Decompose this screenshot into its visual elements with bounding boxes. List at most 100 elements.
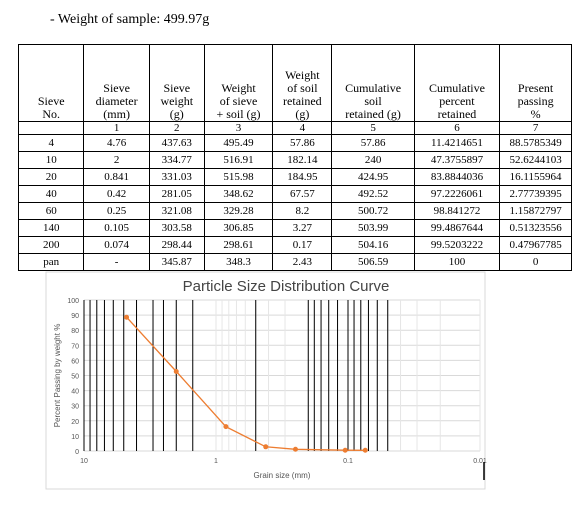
column-header-line: soil	[364, 94, 382, 108]
x-axis-title: Grain size (mm)	[254, 471, 311, 480]
y-tick-label: 60	[71, 358, 79, 365]
table-cell: 0.47967785	[499, 236, 572, 254]
table-cell: 506.59	[331, 253, 415, 271]
column-header-line: (mm)	[103, 107, 130, 121]
table-cell: 0.17	[272, 236, 333, 254]
table-cell: 47.3755897	[413, 151, 501, 169]
column-header-line: passing	[517, 94, 554, 108]
y-tick-label: 50	[71, 374, 79, 381]
x-tick-label: 10	[80, 458, 88, 465]
data-point	[223, 424, 229, 430]
table-cell: 1.15872797	[499, 202, 572, 220]
column-header-line: weight	[160, 94, 194, 108]
column-header-line: of soil	[287, 81, 318, 95]
y-tick-label: 10	[71, 434, 79, 441]
y-tick-label: 30	[71, 404, 79, 411]
table-header-row: Sieve No. Sieve diameter (mm) Sieve weight (g) W…	[17, 44, 572, 122]
column-header-line: (g)	[169, 107, 184, 121]
column-header-5: Cumulative soil retained (g)	[331, 44, 415, 122]
y-tick-label: 0	[75, 449, 79, 456]
table-cell: 329.28	[203, 202, 274, 220]
table-row: 60 0.25 321.08 329.28 8.2 500.72 98.841272 1.15…	[17, 202, 572, 220]
table-cell: 11.4214651	[413, 134, 501, 152]
column-header-line: (g)	[295, 107, 310, 121]
column-header-line: No.	[42, 107, 61, 121]
table-cell: 492.52	[331, 185, 415, 203]
column-header-line: Cumulative	[428, 81, 485, 95]
table-cell: 298.44	[148, 236, 205, 254]
table-cell: 0	[499, 253, 572, 271]
table-cell: 0.105	[83, 219, 150, 237]
column-header-line: Sieve	[163, 81, 191, 95]
y-tick-label: 20	[71, 419, 79, 426]
chart-frame	[45, 271, 486, 490]
data-point	[342, 447, 348, 453]
table-cell: 0.25	[83, 202, 150, 220]
column-header-line: Sieve	[103, 81, 130, 95]
table-cell: 321.08	[148, 202, 205, 220]
column-header-line: %	[530, 107, 541, 121]
table-cell: 437.63	[148, 134, 205, 152]
table-cell: 348.3	[203, 253, 274, 271]
column-header-line: + soil (g)	[216, 107, 261, 121]
table-cell: 99.4867644	[413, 219, 501, 237]
table-body: 4 4.76 437.63 495.49 57.86 57.86 11.4214651 88.…	[17, 134, 572, 271]
column-header-7: Present passing%	[499, 44, 572, 122]
table-cell: -	[83, 253, 150, 271]
table-cell: 88.5785349	[499, 134, 572, 152]
table-row: 40 0.42 281.05 348.62 67.57 492.52 97.2226061 2…	[17, 185, 572, 203]
x-tick-label: 1	[214, 458, 218, 465]
table-cell: 10	[17, 151, 85, 169]
series-line	[126, 316, 366, 451]
table-cell: 100	[413, 253, 501, 271]
column-header-line: retained	[283, 94, 322, 108]
table-cell: pan	[17, 253, 85, 271]
column-header-line: Cumulative	[345, 81, 402, 95]
column-header-line: Weight	[285, 68, 320, 82]
y-tick-label: 80	[71, 328, 79, 335]
data-point	[173, 369, 179, 375]
y-tick-label: 70	[71, 343, 79, 350]
column-header-6: Cumulative percent retained	[413, 44, 501, 122]
table-row: 200 0.074 298.44 298.61 0.17 504.16 99.5203222…	[17, 236, 572, 254]
column-header-line: percent	[439, 94, 475, 108]
data-point	[292, 446, 298, 452]
table-row: 10 2 334.77 516.91 182.14 240 47.3755897 52.624…	[17, 151, 572, 169]
table-cell: 345.87	[148, 253, 205, 271]
table-cell: 495.49	[203, 134, 274, 152]
data-point	[263, 444, 269, 450]
data-point	[124, 314, 130, 320]
table-row: pan -345.87 348.3 2.43 506.59 100 0	[17, 253, 572, 271]
y-tick-label: 100	[67, 298, 79, 305]
column-header-2: Sieve weight (g)	[148, 44, 205, 122]
table-cell: 98.841272	[413, 202, 501, 220]
x-tick-label: 0.01	[473, 458, 487, 465]
table-cell: 16.1155964	[499, 168, 572, 186]
sample-weight-label: - Weight of sample: 499.97g	[50, 12, 210, 27]
column-header-line: Weight	[221, 81, 256, 95]
x-tick-label: 0.1	[343, 458, 353, 465]
table-cell: 4.76	[83, 134, 150, 152]
column-header-line: retained	[437, 107, 477, 121]
sieve-analysis-table: Sieve No. Sieve diameter (mm) Sieve weight (g) W…	[17, 44, 572, 271]
y-tick-label: 40	[71, 389, 79, 396]
table-cell: 331.03	[148, 168, 205, 186]
column-header-line: diameter	[95, 94, 138, 108]
column-header-line: retained (g)	[345, 107, 401, 121]
chart-title: Particle Size Distribution Curve	[182, 278, 390, 295]
column-header-0: Sieve No.	[17, 44, 85, 122]
table-cell: 424.95	[331, 168, 415, 186]
data-point	[362, 447, 368, 453]
table-cell: 2.77739395	[499, 185, 572, 203]
table-cell: 2	[83, 151, 150, 169]
table-cell: 504.16	[331, 236, 415, 254]
y-tick-label: 90	[71, 313, 79, 320]
y-axis-title: Percent Passing by weight %	[53, 324, 62, 428]
table-cell: 500.72	[331, 202, 415, 220]
column-header-line: of sieve	[219, 94, 258, 108]
column-header-line: Sieve	[37, 94, 65, 108]
column-header-line: Present	[517, 81, 554, 95]
table-cell: 240	[331, 151, 415, 169]
